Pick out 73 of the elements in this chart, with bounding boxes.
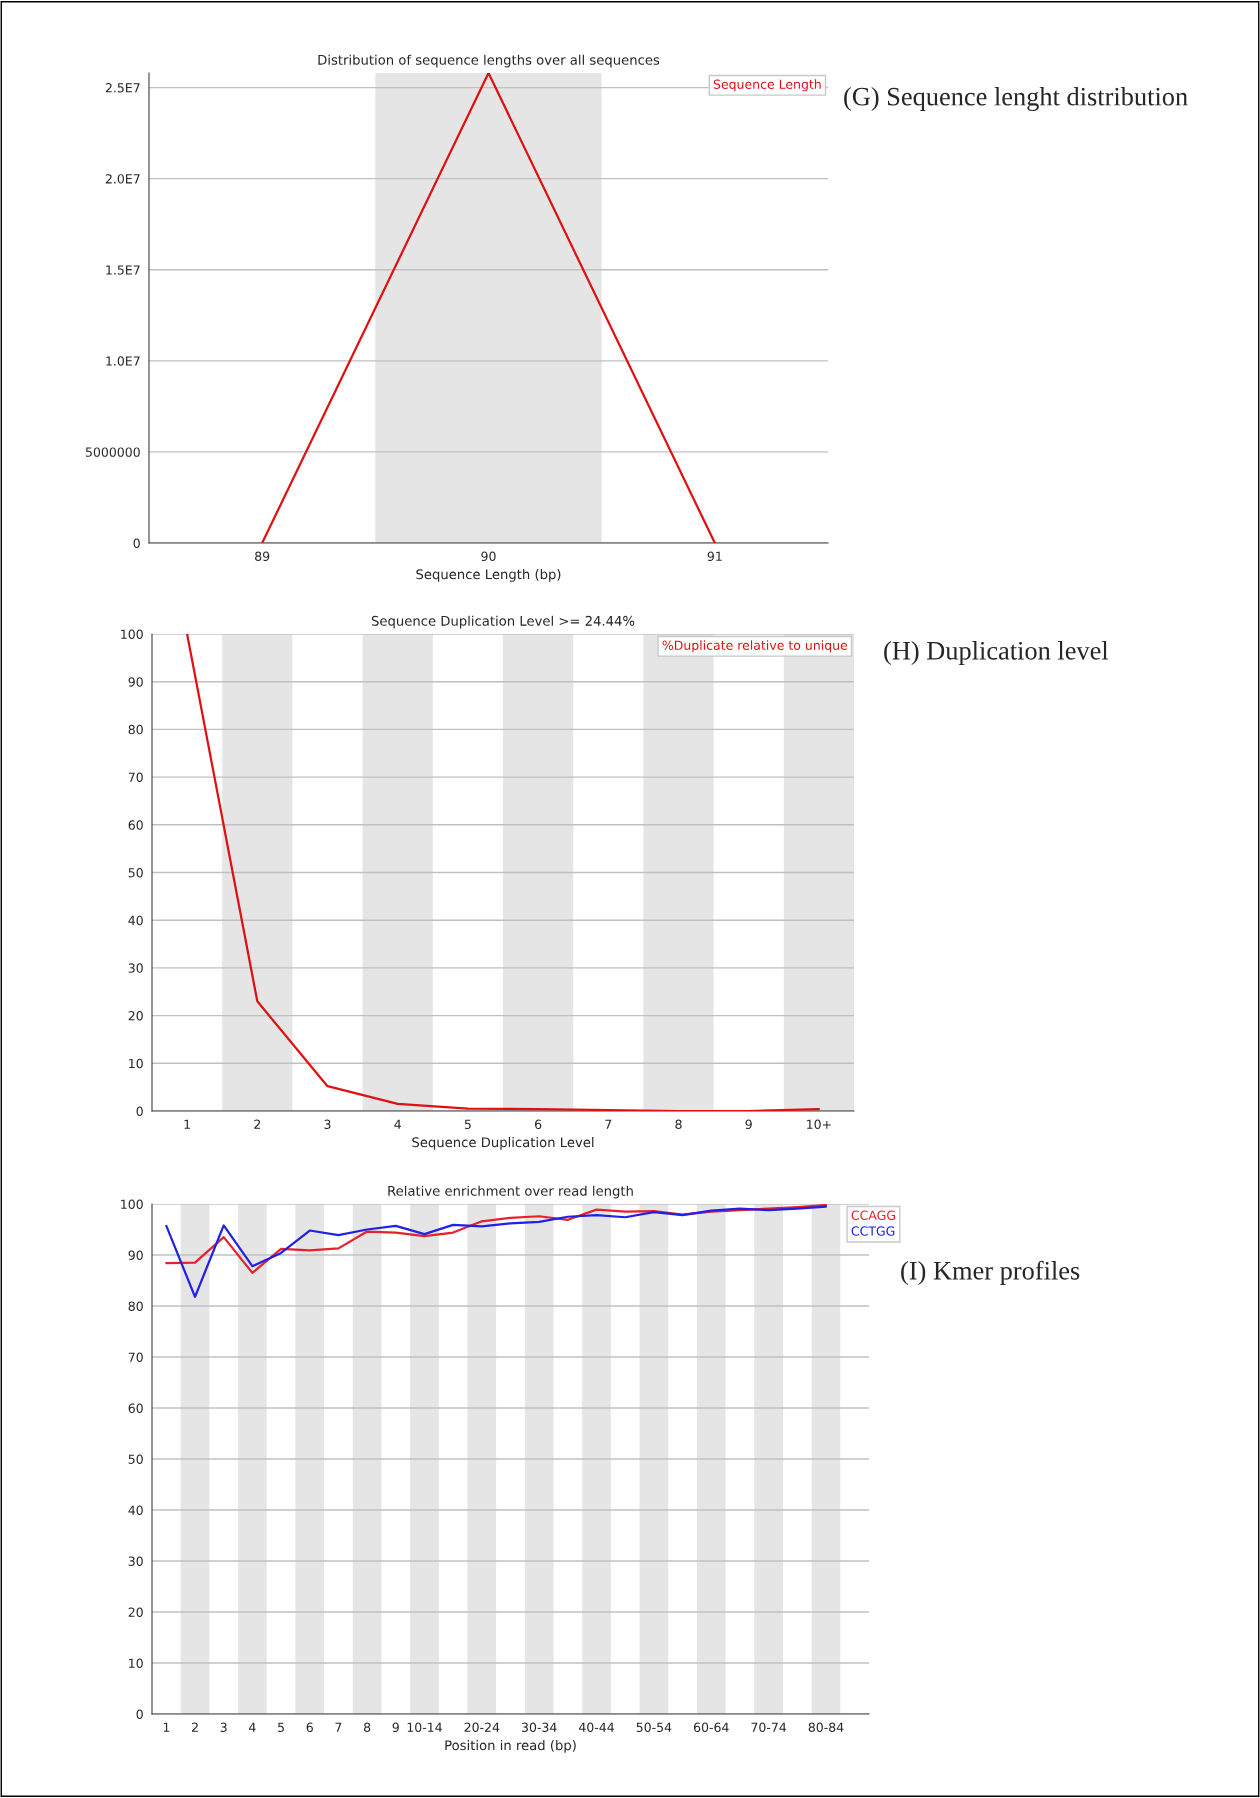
y-tick-label: 30 bbox=[128, 1556, 143, 1566]
x-tick-label: 2 bbox=[254, 1119, 261, 1129]
x-tick-label: 6 bbox=[535, 1119, 542, 1130]
x-tick-label: 20-24 bbox=[464, 1722, 500, 1733]
x-tick-label: 7 bbox=[605, 1119, 612, 1129]
y-tick-label: 0 bbox=[136, 1709, 143, 1719]
x-tick-label: 7 bbox=[335, 1722, 342, 1732]
chart-title: Sequence Duplication Level >= 24.44% bbox=[371, 615, 635, 629]
y-tick-label: 40 bbox=[128, 915, 143, 926]
text: CCAGG bbox=[851, 1210, 896, 1220]
y-tick-label: 100 bbox=[121, 1199, 143, 1209]
y-tick-label: 70 bbox=[128, 772, 143, 783]
y-tick-label: 20 bbox=[128, 1607, 143, 1617]
x-tick-label: 8 bbox=[363, 1722, 371, 1733]
x-tick-label: 6 bbox=[306, 1722, 313, 1733]
y-tick-label: 2.0E7 bbox=[105, 174, 140, 184]
text: (H) Duplication level bbox=[884, 641, 1109, 665]
chart-title: Distribution of sequence lengths over all sequences bbox=[318, 54, 660, 68]
y-tick-label: 80 bbox=[128, 724, 143, 735]
x-axis-title: Position in read (bp) bbox=[445, 1739, 576, 1753]
x-tick-label: 4 bbox=[249, 1722, 256, 1732]
x-tick-label: 5 bbox=[464, 1119, 471, 1130]
y-tick-label: 2.5E7 bbox=[105, 83, 140, 93]
x-tick-label: 4 bbox=[394, 1119, 401, 1129]
x-tick-label: 91 bbox=[707, 551, 722, 562]
y-tick-label: 100 bbox=[121, 629, 143, 639]
text: (G) Sequence lenght distribution bbox=[844, 86, 1188, 111]
y-tick-label: 30 bbox=[128, 963, 143, 973]
y-tick-label: 80 bbox=[128, 1301, 143, 1311]
x-tick-label: 50-54 bbox=[636, 1722, 672, 1733]
y-tick-label: 50 bbox=[128, 867, 143, 878]
y-tick-label: 40 bbox=[128, 1505, 143, 1515]
x-tick-label: 10-14 bbox=[407, 1722, 442, 1733]
text: (I) Kmer profiles bbox=[901, 1260, 1080, 1285]
y-tick-label: 90 bbox=[128, 1250, 143, 1260]
x-axis-title: Sequence Length (bp) bbox=[416, 568, 561, 582]
x-tick-label: 3 bbox=[324, 1119, 331, 1130]
chart-title: Relative enrichment over read length bbox=[388, 1185, 633, 1199]
y-tick-label: 60 bbox=[128, 1403, 143, 1413]
text: Sequence Length bbox=[713, 79, 821, 92]
x-tick-label: 30-34 bbox=[521, 1722, 557, 1733]
x-tick-label: 80-84 bbox=[808, 1722, 844, 1733]
x-tick-label: 70-74 bbox=[751, 1722, 787, 1733]
x-tick-label: 9 bbox=[392, 1722, 399, 1733]
y-tick-label: 0 bbox=[133, 538, 140, 548]
x-tick-label: 1 bbox=[163, 1722, 170, 1732]
y-tick-label: 70 bbox=[128, 1352, 143, 1362]
y-tick-label: 10 bbox=[129, 1058, 143, 1069]
y-tick-label: 1.5E7 bbox=[106, 265, 140, 275]
x-axis-title: Sequence Duplication Level bbox=[412, 1136, 594, 1150]
line-series bbox=[165, 1205, 828, 1298]
x-tick-label: 40-44 bbox=[578, 1722, 614, 1733]
x-tick-label: 10+ bbox=[807, 1119, 831, 1130]
x-tick-label: 89 bbox=[255, 551, 270, 562]
y-tick-label: 1.0E7 bbox=[106, 356, 140, 366]
text: %Duplicate relative to unique bbox=[662, 640, 848, 653]
line-series bbox=[165, 1204, 828, 1274]
x-tick-label: 9 bbox=[745, 1119, 752, 1130]
x-tick-label: 3 bbox=[220, 1722, 227, 1733]
x-tick-label: 90 bbox=[481, 551, 496, 562]
text: CCTGG bbox=[851, 1226, 895, 1236]
y-tick-label: 5000000 bbox=[85, 447, 140, 457]
x-tick-label: 60-64 bbox=[693, 1722, 729, 1733]
y-tick-label: 60 bbox=[128, 820, 143, 830]
y-tick-label: 90 bbox=[128, 677, 143, 687]
x-tick-label: 1 bbox=[184, 1119, 190, 1129]
y-tick-label: 10 bbox=[129, 1658, 143, 1668]
x-tick-label: 8 bbox=[675, 1119, 682, 1130]
y-tick-label: 0 bbox=[136, 1106, 143, 1116]
y-tick-label: 20 bbox=[128, 1011, 143, 1021]
x-tick-label: 5 bbox=[278, 1722, 284, 1733]
x-tick-label: 2 bbox=[191, 1722, 198, 1732]
y-tick-label: 50 bbox=[128, 1454, 143, 1464]
